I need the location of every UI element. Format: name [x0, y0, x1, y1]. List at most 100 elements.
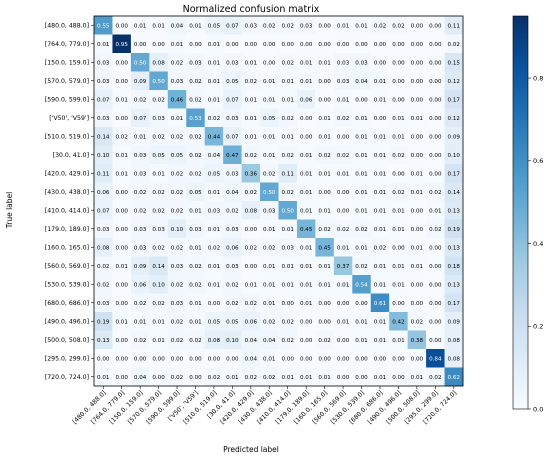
cell-value-label: 0.02 [318, 338, 330, 344]
matrix-cell [223, 293, 242, 313]
matrix-cell [149, 145, 169, 165]
cell-value-label: 0.01 [245, 134, 258, 140]
matrix-cell [370, 164, 390, 183]
matrix-cell [112, 275, 132, 294]
matrix-cell [370, 219, 390, 239]
cell-value-label: 0.00 [281, 301, 294, 307]
cell-value-label: 0.01 [318, 171, 331, 177]
cell-value-label: 0.01 [263, 282, 276, 288]
cell-value-label: 0.01 [374, 208, 387, 214]
cell-value-label: 0.00 [115, 356, 128, 362]
cell-value-label: 0.01 [189, 245, 202, 251]
matrix-cell [204, 201, 224, 220]
cell-value-label: 0.00 [318, 42, 331, 48]
cell-value-label: 0.01 [152, 171, 165, 177]
matrix-cell [223, 219, 242, 239]
cell-value-label: 0.01 [152, 23, 165, 29]
colorbar: 0.0 0.2 0.4 0.6 0.8 [512, 15, 543, 413]
matrix-cell [112, 330, 132, 350]
cell-value-label: 0.01 [337, 171, 350, 177]
matrix-cell [444, 201, 464, 220]
matrix-cell [278, 201, 298, 220]
cell-value-label: 0.02 [226, 282, 238, 288]
matrix-cell [370, 34, 390, 54]
matrix-cell [444, 349, 464, 368]
matrix-cell [260, 34, 279, 54]
matrix-cell [278, 330, 298, 350]
cell-value-label: 0.01 [152, 319, 165, 325]
matrix-cell [370, 16, 390, 35]
cell-value-label: 0.01 [318, 60, 331, 66]
cell-value-label: 0.01 [374, 134, 387, 140]
matrix-cell [149, 127, 169, 146]
cell-value-label: 0.02 [226, 208, 238, 214]
matrix-cell [130, 127, 150, 146]
cell-value-label: 0.02 [429, 190, 441, 196]
matrix-cell [333, 275, 353, 294]
cell-value-label: 0.01 [189, 23, 202, 29]
y-tick-label: [680.0, 686.0] [45, 300, 89, 307]
cell-value-label: 0.02 [171, 282, 183, 288]
matrix-cell [94, 275, 113, 294]
cell-value-label: 0.00 [189, 356, 202, 362]
cell-value-label: 0.00 [411, 356, 424, 362]
matrix-cell [444, 182, 464, 202]
cell-value-label: 0.01 [263, 79, 276, 85]
cell-value-label: 0.61 [374, 301, 387, 307]
cell-value-label: 0.01 [281, 227, 294, 233]
cell-value-label: 0.03 [245, 23, 258, 29]
cell-value-label: 0.01 [263, 153, 276, 159]
cell-value-label: 0.00 [318, 97, 331, 103]
y-tick-label: [160.0, 165.0] [45, 244, 89, 251]
matrix-cell [426, 367, 445, 387]
cell-value-label: 0.00 [226, 356, 239, 362]
matrix-cell [426, 201, 445, 220]
matrix-cell [333, 293, 353, 313]
matrix-cell [130, 238, 150, 257]
matrix-cell [315, 219, 335, 239]
cell-value-label: 0.01 [374, 282, 387, 288]
cell-value-label: 0.02 [245, 301, 257, 307]
cell-value-label: 0.02 [171, 338, 183, 344]
cell-value-label: 0.00 [115, 282, 128, 288]
y-tick-label: [720.0, 724.0] [45, 374, 89, 381]
matrix-cell [204, 127, 224, 146]
cell-value-label: 0.02 [171, 134, 183, 140]
matrix-cell [241, 34, 261, 54]
matrix-cell [94, 16, 113, 35]
matrix-cell [296, 367, 316, 387]
matrix-cell [278, 16, 298, 35]
matrix-cell [370, 145, 390, 165]
cell-value-label: 0.00 [115, 79, 128, 85]
cell-value-label: 0.10 [226, 338, 239, 344]
matrix-cell [444, 53, 464, 72]
matrix-cell [130, 275, 150, 294]
cell-value-label: 0.00 [411, 79, 424, 85]
matrix-cell [407, 16, 427, 35]
matrix-cell [112, 312, 132, 331]
matrix-cell [167, 330, 187, 350]
matrix-cell [333, 71, 353, 91]
cell-value-label: 0.00 [355, 356, 368, 362]
matrix-cell [204, 182, 224, 202]
matrix-cell [94, 330, 113, 350]
cell-value-label: 0.01 [411, 171, 424, 177]
cell-value-label: 0.06 [226, 245, 239, 251]
cell-value-label: 0.00 [208, 356, 221, 362]
matrix-cell [426, 53, 445, 72]
matrix-cell [186, 34, 205, 54]
cell-value-label: 0.00 [374, 116, 387, 122]
cell-value-label: 0.00 [374, 42, 387, 48]
cell-value-label: 0.00 [318, 301, 331, 307]
cell-value-label: 0.02 [281, 338, 293, 344]
matrix-cell [186, 275, 205, 294]
cell-value-label: 0.19 [97, 319, 110, 325]
matrix-cell [112, 182, 132, 202]
matrix-cell [389, 182, 408, 202]
matrix-cell [352, 90, 372, 109]
cell-value-label: 0.06 [245, 319, 258, 325]
matrix-cell [315, 275, 335, 294]
matrix-cell [112, 201, 132, 220]
cell-value-label: 0.00 [134, 42, 147, 48]
matrix-cell [186, 219, 205, 239]
